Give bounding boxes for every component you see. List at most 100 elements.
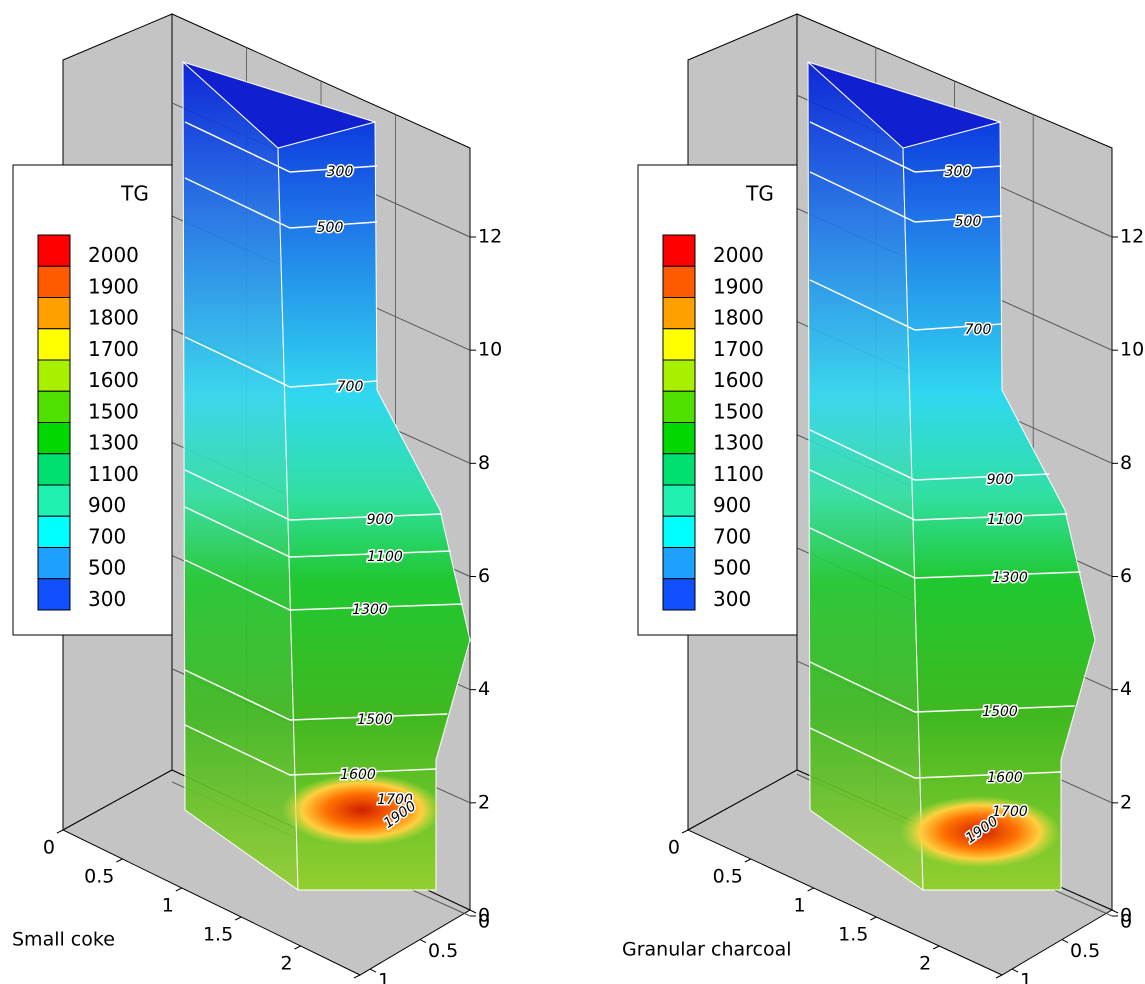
x-tick (116, 859, 122, 862)
legend-swatch (38, 423, 70, 454)
contour-label: 900 (367, 512, 394, 528)
x-tick-label: 0.5 (713, 866, 743, 888)
legend-swatch (663, 360, 695, 391)
legend-label: 500 (88, 556, 126, 580)
y-tick (370, 969, 376, 972)
contour-label: 1600 (340, 767, 376, 783)
legend-label: 1700 (713, 337, 764, 361)
z-tick-label: 2 (1120, 791, 1132, 813)
contour-label: 500 (317, 220, 344, 236)
legend-label: 1900 (713, 274, 764, 298)
legend-label: 1600 (713, 368, 764, 392)
contour-label: 1600 (987, 770, 1023, 786)
x-tick (996, 975, 1002, 978)
contour-label: 1500 (357, 712, 393, 728)
legend-label: 1900 (88, 274, 139, 298)
legend-label: 300 (713, 587, 751, 611)
z-tick-label: 4 (1120, 678, 1132, 700)
legend-title: TG (745, 182, 774, 206)
legend-swatch (663, 454, 695, 485)
legend-swatch (38, 485, 70, 516)
x-tick (745, 859, 751, 862)
contour-label: 500 (955, 214, 982, 230)
legend-swatch (38, 235, 70, 266)
legend-swatch (38, 298, 70, 329)
y-tick-label: 0 (478, 911, 490, 933)
y-tick-label: 0 (1120, 911, 1132, 933)
legend-label: 1500 (88, 399, 139, 423)
contour-label: 1300 (352, 602, 388, 618)
legend-swatch (38, 329, 70, 360)
contour-label: 900 (987, 472, 1014, 488)
legend-swatch (38, 454, 70, 485)
contour-label: 1700 (992, 804, 1028, 820)
y-tick-label: 0.5 (428, 940, 458, 962)
legend-label: 1300 (88, 431, 139, 455)
legend-swatch (38, 548, 70, 579)
z-tick-label: 4 (478, 678, 490, 700)
x-tick-label: 0.5 (84, 866, 114, 888)
legend-label: 1500 (713, 399, 764, 423)
z-tick-label: 6 (478, 565, 490, 587)
legend-swatch (663, 329, 695, 360)
legend-label: 700 (88, 524, 126, 548)
contour-label: 1100 (987, 512, 1023, 528)
x-tick-label: 1 (794, 895, 806, 917)
legend-swatch (663, 516, 695, 547)
legend-label: 2000 (88, 243, 139, 267)
x-tick-label: 0 (43, 837, 55, 859)
panel: 02468101200.511.522.500.5130050070090011… (622, 14, 1144, 984)
legend-label: 1600 (88, 368, 139, 392)
x-tick-label: 0 (668, 837, 680, 859)
z-tick-label: 10 (1120, 339, 1144, 361)
x-tick-label: 1.5 (203, 924, 233, 946)
contour-label: 300 (327, 164, 354, 180)
panel-title: Small coke (12, 929, 115, 951)
contour-label: 700 (337, 379, 364, 395)
x-tick (933, 946, 939, 949)
legend-swatch (663, 391, 695, 422)
x-tick-label: 1 (162, 895, 174, 917)
panel-title: Granular charcoal (622, 939, 792, 961)
legend-swatch (38, 391, 70, 422)
legend-swatch (663, 298, 695, 329)
legend-swatch (663, 485, 695, 516)
y-tick-label: 1 (378, 970, 390, 984)
legend-label: 1100 (88, 462, 139, 486)
x-tick-label: 2 (281, 953, 293, 975)
x-tick (57, 830, 63, 833)
legend-label: 2000 (713, 243, 764, 267)
legend-label: 1800 (713, 306, 764, 330)
legend-swatch (663, 579, 695, 610)
legend-swatch (38, 579, 70, 610)
contour-label: 1500 (982, 704, 1018, 720)
legend-title: TG (120, 182, 149, 206)
y-tick (420, 940, 426, 943)
legend-swatch (663, 266, 695, 297)
legend-label: 500 (713, 556, 751, 580)
panel: 02468101200.511.522.500.5130050070090011… (12, 14, 502, 984)
z-tick-label: 2 (478, 791, 490, 813)
x-tick (682, 830, 688, 833)
legend-label: 1700 (88, 337, 139, 361)
x-tick (870, 917, 876, 920)
legend-swatch (38, 360, 70, 391)
legend-label: 900 (713, 493, 751, 517)
legend-swatch (663, 548, 695, 579)
x-tick (176, 888, 182, 891)
z-tick-label: 8 (478, 452, 490, 474)
x-tick-label: 2 (919, 953, 931, 975)
z-tick-label: 12 (478, 226, 502, 248)
y-tick-label: 0.5 (1070, 940, 1100, 962)
x-tick-label: 1.5 (838, 924, 868, 946)
y-tick (1062, 940, 1068, 943)
legend-swatch (663, 235, 695, 266)
legend-label: 700 (713, 524, 751, 548)
x-tick (808, 888, 814, 891)
y-tick (1112, 910, 1118, 913)
y-tick (1012, 969, 1018, 972)
legend-label: 1100 (713, 462, 764, 486)
z-tick-label: 8 (1120, 452, 1132, 474)
z-tick-label: 10 (478, 339, 502, 361)
y-tick-label: 1 (1020, 970, 1032, 984)
